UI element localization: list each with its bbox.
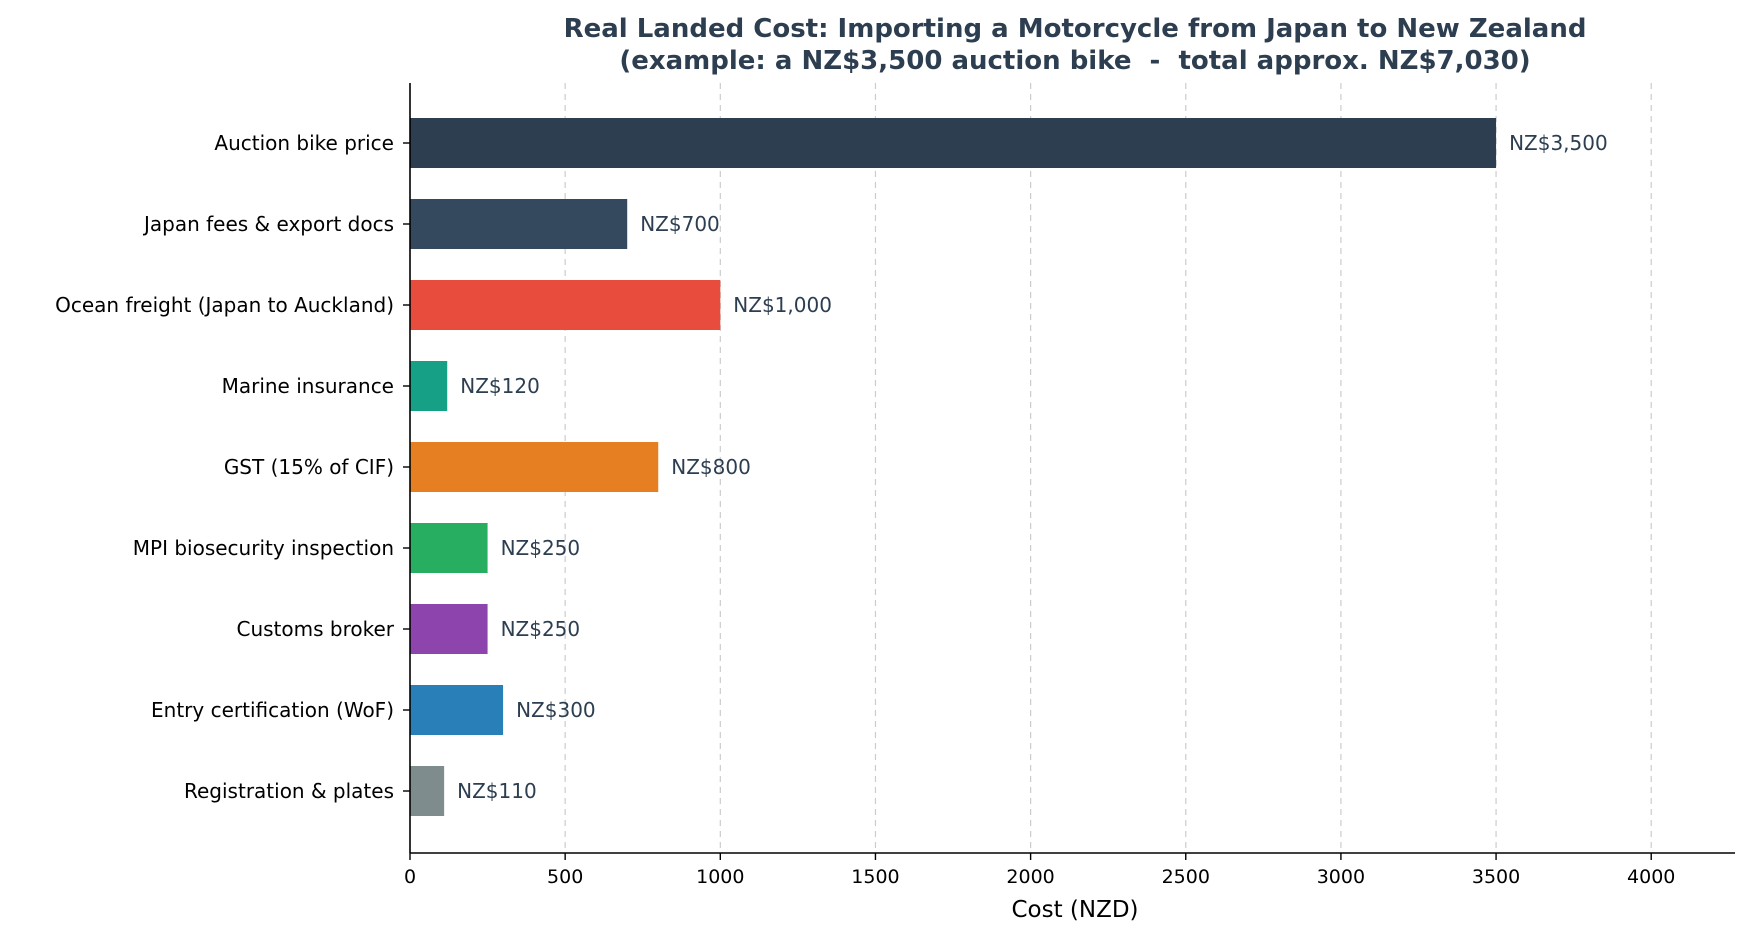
- value-label-2: NZ$1,000: [733, 293, 832, 317]
- x-tick-label-7: 3500: [1472, 866, 1520, 888]
- x-tick-label-3: 1500: [851, 866, 899, 888]
- x-tick-label-0: 0: [404, 866, 416, 888]
- value-label-4: NZ$800: [671, 455, 751, 479]
- category-label-3: Marine insurance: [222, 374, 394, 398]
- bar-7: [410, 685, 504, 735]
- value-label-7: NZ$300: [516, 698, 596, 722]
- value-labels: NZ$3,500 NZ$700 NZ$1,000 NZ$120 NZ$800 NZ$250…: [457, 131, 1608, 803]
- x-tick-label-6: 3000: [1317, 866, 1365, 888]
- bar-4: [410, 442, 659, 492]
- x-tick-label-8: 4000: [1627, 866, 1675, 888]
- category-label-2: Ocean freight (Japan to Auckland): [55, 293, 394, 317]
- x-tick-label-2: 1000: [696, 866, 744, 888]
- bars: [410, 118, 1497, 816]
- axes: [409, 83, 1735, 854]
- x-tick-label-4: 2000: [1006, 866, 1054, 888]
- bar-6: [410, 604, 488, 654]
- bar-8: [410, 766, 445, 816]
- chart-subtitle: (example: a NZ$3,500 auction bike - tota…: [619, 46, 1530, 76]
- category-label-0: Auction bike price: [214, 131, 394, 155]
- category-label-5: MPI biosecurity inspection: [133, 536, 394, 560]
- category-label-8: Registration & plates: [184, 779, 394, 803]
- x-tick-label-1: 500: [547, 866, 583, 888]
- x-ticks: 0 500 1000 1500 2000 2500 3000 3500 4000: [403, 142, 1675, 888]
- bar-3: [410, 361, 448, 411]
- value-label-6: NZ$250: [501, 617, 581, 641]
- category-labels: Auction bike price Japan fees & export do…: [55, 131, 395, 803]
- bar-5: [410, 523, 488, 573]
- chart-title: Real Landed Cost: Importing a Motorcycle…: [564, 14, 1587, 44]
- bar-0: [410, 118, 1497, 168]
- x-tick-label-5: 2500: [1162, 866, 1210, 888]
- category-label-4: GST (15% of CIF): [224, 455, 394, 479]
- bar-2: [410, 280, 721, 330]
- category-label-6: Customs broker: [236, 617, 394, 641]
- value-label-0: NZ$3,500: [1509, 131, 1608, 155]
- value-label-5: NZ$250: [501, 536, 581, 560]
- category-label-7: Entry certification (WoF): [151, 698, 394, 722]
- value-label-1: NZ$700: [640, 212, 720, 236]
- category-label-1: Japan fees & export docs: [142, 212, 394, 236]
- grid-lines: [564, 83, 1652, 853]
- bar-1: [410, 199, 628, 249]
- x-axis-title: Cost (NZD): [1011, 897, 1138, 923]
- value-label-3: NZ$120: [460, 374, 540, 398]
- value-label-8: NZ$110: [457, 779, 537, 803]
